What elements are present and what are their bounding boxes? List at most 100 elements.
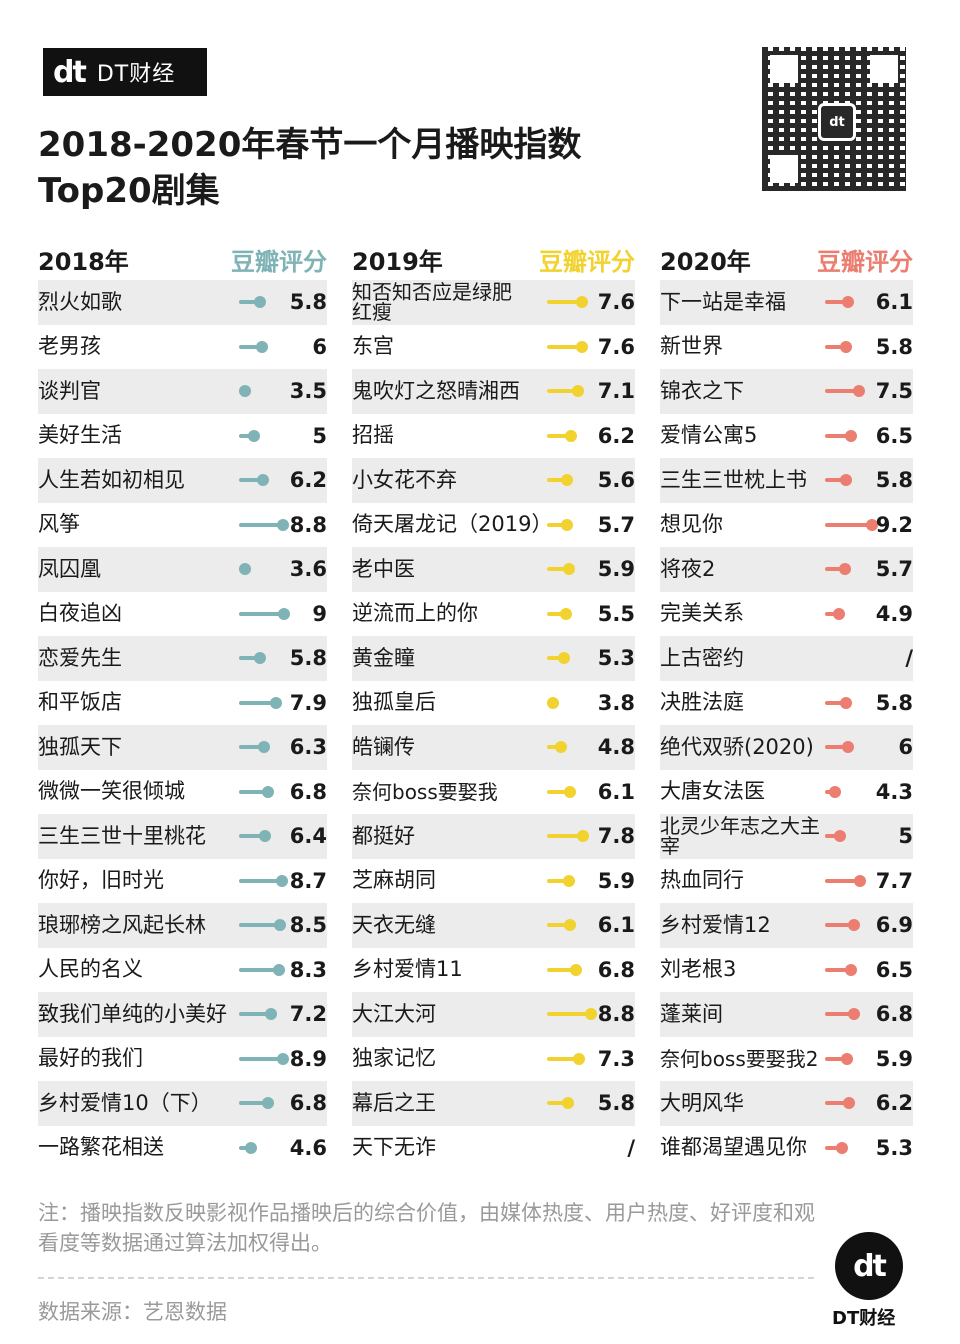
drama-name: 乡村爱情10（下） bbox=[38, 1090, 212, 1115]
table-row: 一路繁花相送 4.6 bbox=[38, 1126, 327, 1171]
rating-bar bbox=[239, 967, 279, 972]
rating-bar bbox=[547, 1012, 591, 1016]
rating-value: 4.6 bbox=[289, 1135, 327, 1160]
drama-name: 一路繁花相送 bbox=[38, 1135, 164, 1159]
drama-name: 你好，旧时光 bbox=[38, 868, 164, 892]
rating-bar bbox=[547, 878, 569, 883]
table-row: 北灵少年志之大主宰 5 bbox=[660, 814, 913, 859]
rating-dot bbox=[561, 518, 574, 531]
rating-value: 7.9 bbox=[289, 690, 327, 715]
rating-bar bbox=[239, 611, 284, 616]
rating-value: 9.2 bbox=[875, 512, 913, 537]
drama-name: 大明风华 bbox=[660, 1090, 744, 1115]
rating-value: 7.6 bbox=[597, 334, 635, 359]
drama-name: 三生三世枕上书 bbox=[660, 467, 807, 492]
table-row: 独家记忆 7.3 bbox=[352, 1037, 635, 1082]
table-row: 东宫 7.6 bbox=[352, 325, 635, 370]
column-year: 2020年 bbox=[660, 248, 751, 276]
drama-name: 琅琊榜之风起长林 bbox=[38, 912, 206, 937]
rating-bar bbox=[547, 300, 582, 304]
rating-bar bbox=[825, 522, 872, 527]
rating-bar bbox=[239, 1012, 271, 1016]
rating-bar bbox=[547, 611, 566, 616]
table-row: 蓬莱间 6.8 bbox=[660, 992, 913, 1037]
rating-label: 豆瓣评分 bbox=[539, 248, 635, 276]
rating-dot bbox=[254, 652, 266, 664]
drama-name: 完美关系 bbox=[660, 601, 744, 625]
rating-bar bbox=[825, 567, 846, 571]
rating-dot bbox=[257, 474, 269, 486]
rating-bar bbox=[239, 745, 264, 749]
rating-value: 5.9 bbox=[597, 557, 635, 581]
drama-name: 老男孩 bbox=[38, 334, 101, 358]
drama-name: 下一站是幸福 bbox=[660, 289, 786, 314]
rating-bar bbox=[239, 522, 283, 527]
rating-value: 6.2 bbox=[875, 1091, 913, 1115]
table-row: 芝麻胡同 5.9 bbox=[352, 859, 635, 904]
dt-logo-icon: dt bbox=[53, 54, 87, 90]
drama-name: 大江大河 bbox=[352, 1001, 436, 1026]
rating-dot bbox=[845, 429, 858, 442]
rating-value: 4.8 bbox=[597, 735, 635, 759]
drama-name: 上古密约 bbox=[660, 645, 744, 670]
drama-name: 谈判官 bbox=[38, 378, 101, 403]
rating-bar bbox=[547, 745, 561, 749]
table-row: 致我们单纯的小美好 7.2 bbox=[38, 992, 327, 1037]
rating-bar bbox=[547, 656, 565, 660]
rating-value: 5.8 bbox=[289, 646, 327, 670]
drama-name: 绝代双骄(2020) bbox=[660, 734, 814, 759]
table-row: 独孤皇后 3.8 bbox=[352, 681, 635, 726]
rating-value: 4.3 bbox=[875, 779, 913, 804]
drama-name: 皓镧传 bbox=[352, 734, 415, 759]
table-row: 奈何boss要娶我2 5.9 bbox=[660, 1037, 913, 1082]
drama-name: 爱情公寓5 bbox=[660, 423, 758, 447]
rating-value: 6.4 bbox=[289, 824, 327, 848]
rating-bar bbox=[547, 389, 578, 393]
rating-bar bbox=[239, 656, 260, 660]
drama-name: 乡村爱情12 bbox=[660, 912, 771, 937]
rating-dot bbox=[575, 296, 588, 308]
rating-value: 8.5 bbox=[289, 913, 327, 937]
rating-value: 5.9 bbox=[597, 868, 635, 893]
column-header: 2018年 豆瓣评分 bbox=[38, 234, 327, 280]
table-row: 想见你 9.2 bbox=[660, 503, 913, 548]
rating-value: 7.1 bbox=[597, 379, 635, 403]
column-header: 2020年 豆瓣评分 bbox=[660, 234, 913, 280]
qr-logo-icon: dt bbox=[818, 103, 856, 141]
rating-dot bbox=[264, 1008, 277, 1020]
rating-value: 5.6 bbox=[597, 468, 635, 492]
table-row: 天衣无缝 6.1 bbox=[352, 903, 635, 948]
rating-dot bbox=[854, 874, 867, 887]
table-row: 人生若如初相见 6.2 bbox=[38, 458, 327, 503]
table-row: 奈何boss要娶我 6.1 bbox=[352, 770, 635, 815]
table-row: 知否知否应是绿肥红瘦 7.6 bbox=[352, 280, 635, 325]
rating-bar bbox=[825, 1145, 843, 1150]
rating-dot bbox=[833, 607, 846, 620]
rating-value: 6.2 bbox=[597, 423, 635, 448]
footer-brand-name: DT财经 bbox=[832, 1308, 896, 1329]
drama-name: 新世界 bbox=[660, 334, 723, 358]
drama-name: 将夜2 bbox=[660, 556, 716, 581]
drama-name: 谁都渴望遇见你 bbox=[660, 1135, 807, 1159]
drama-name: 幕后之王 bbox=[352, 1090, 436, 1115]
rating-bar bbox=[239, 878, 282, 883]
rating-dot bbox=[848, 919, 861, 931]
drama-name: 人生若如初相见 bbox=[38, 467, 185, 492]
drama-name: 小女花不弃 bbox=[352, 467, 457, 492]
rating-bar bbox=[239, 433, 254, 438]
rating-value: 5.8 bbox=[875, 334, 913, 359]
rating-bar bbox=[825, 611, 840, 616]
footer-logo-icon: dt bbox=[835, 1232, 903, 1300]
drama-name: 和平饭店 bbox=[38, 690, 122, 714]
drama-name: 最好的我们 bbox=[38, 1046, 143, 1070]
table-row: 和平饭店 7.9 bbox=[38, 681, 327, 726]
drama-name: 逆流而上的你 bbox=[352, 601, 478, 625]
rating-bar bbox=[239, 344, 262, 349]
rating-dot bbox=[261, 785, 274, 798]
rating-value: 5.8 bbox=[597, 1091, 635, 1115]
rating-dot bbox=[847, 1008, 860, 1020]
rating-value: / bbox=[905, 646, 913, 670]
rating-bar bbox=[825, 1056, 847, 1061]
rating-dot bbox=[558, 652, 571, 664]
rating-bar bbox=[547, 1056, 580, 1061]
